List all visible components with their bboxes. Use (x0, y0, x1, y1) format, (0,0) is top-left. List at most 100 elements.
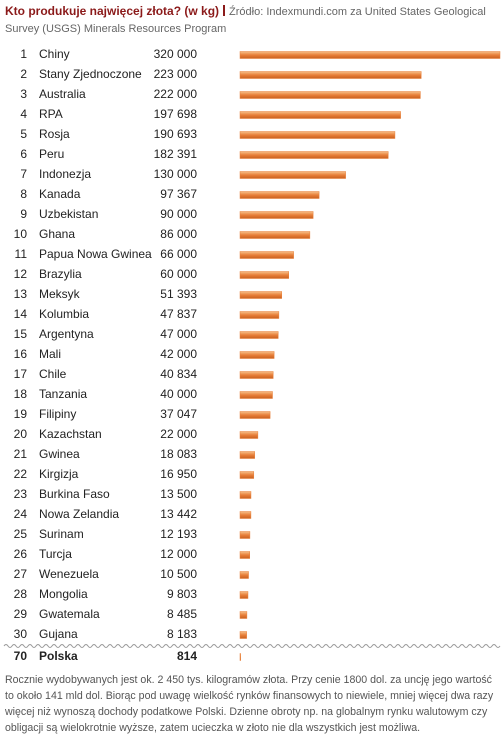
country: Kolumbia (39, 307, 89, 321)
country: Nowa Zelandia (39, 507, 119, 521)
value-label: 222 000 (154, 87, 198, 101)
value-label: 12 000 (160, 547, 197, 561)
bar (239, 231, 311, 239)
rank: 10 (14, 227, 28, 241)
bar (239, 511, 252, 519)
country: Uzbekistan (39, 207, 98, 221)
value-label: 40 834 (160, 367, 197, 381)
country: Gwinea (39, 447, 80, 461)
header: Kto produkuje najwięcej złota? (w kg) Źró… (5, 3, 499, 38)
country: Indonezja (39, 167, 91, 181)
value-label: 8 485 (167, 607, 197, 621)
bar (239, 131, 396, 139)
value-label: 182 391 (154, 147, 198, 161)
bar (239, 391, 273, 399)
bar (239, 251, 294, 259)
rank: 20 (14, 427, 28, 441)
bar (239, 171, 346, 179)
country: Kazachstan (39, 427, 102, 441)
country: Burkina Faso (39, 487, 110, 501)
rank: 30 (14, 627, 28, 641)
value-label: 18 083 (160, 447, 197, 461)
rank: 6 (20, 147, 27, 161)
rank: 8 (20, 187, 27, 201)
country: Australia (39, 87, 86, 101)
value-label: 47 000 (160, 327, 197, 341)
rank: 12 (14, 267, 28, 281)
rank: 2 (20, 67, 27, 81)
rank: 9 (20, 207, 27, 221)
country: Wenezuela (39, 567, 99, 581)
bar (239, 451, 255, 459)
value-label: 40 000 (160, 387, 197, 401)
value-label: 130 000 (154, 167, 198, 181)
country: Brazylia (39, 267, 82, 281)
bar (239, 653, 241, 661)
value-label: 320 000 (154, 47, 198, 61)
value-label: 47 837 (160, 307, 197, 321)
rank: 28 (14, 587, 28, 601)
rank: 25 (14, 527, 28, 541)
bar (239, 91, 421, 99)
rank: 23 (14, 487, 28, 501)
value-label: 10 500 (160, 567, 197, 581)
footnote: Rocznie wydobywanych jest ok. 2 450 tys.… (5, 674, 494, 734)
value-label: 51 393 (160, 287, 197, 301)
source: Źródło: Indexmundi.com za United States … (5, 6, 486, 35)
bar (239, 431, 259, 439)
value-label: 60 000 (160, 267, 197, 281)
bar (239, 531, 251, 539)
bar (239, 111, 401, 119)
bar (239, 371, 274, 379)
value-label: 223 000 (154, 67, 198, 81)
bar (239, 291, 283, 299)
country: Stany Zjednoczone (39, 67, 142, 81)
country: Polska (39, 649, 78, 663)
value-label: 90 000 (160, 207, 197, 221)
value-label: 37 047 (160, 407, 197, 421)
rank: 14 (14, 307, 28, 321)
country: Mali (39, 347, 61, 361)
rank: 27 (14, 567, 28, 581)
rank: 1 (20, 47, 27, 61)
bar (239, 51, 501, 59)
value-label: 97 367 (160, 187, 197, 201)
bar (239, 211, 314, 219)
country: Ghana (39, 227, 75, 241)
country: Papua Nowa Gwinea (39, 247, 152, 261)
rank: 5 (20, 127, 27, 141)
value-label: 190 693 (154, 127, 198, 141)
value-label: 86 000 (160, 227, 197, 241)
bar (239, 151, 389, 159)
rank: 21 (14, 447, 28, 461)
country: Gujana (39, 627, 78, 641)
country: Rosja (39, 127, 70, 141)
value-label: 16 950 (160, 467, 197, 481)
separator (223, 5, 226, 16)
country: Kirgizja (39, 467, 79, 481)
bar (239, 631, 247, 639)
value-label: 8 183 (167, 627, 197, 641)
rank: 22 (14, 467, 28, 481)
rank: 26 (14, 547, 28, 561)
country: Argentyna (39, 327, 94, 341)
country: Mongolia (39, 587, 88, 601)
bar (239, 591, 249, 599)
value-label: 12 193 (160, 527, 197, 541)
rank: 19 (14, 407, 28, 421)
bar (239, 611, 248, 619)
bar (239, 271, 289, 279)
country: Turcja (39, 547, 72, 561)
country: Peru (39, 147, 64, 161)
bar (239, 331, 279, 339)
rank: 7 (20, 167, 27, 181)
rank: 18 (14, 387, 28, 401)
value-label: 66 000 (160, 247, 197, 261)
country: Filipiny (39, 407, 76, 421)
rank: 24 (14, 507, 28, 521)
rank: 17 (14, 367, 28, 381)
value-label: 13 442 (160, 507, 197, 521)
rank: 70 (14, 649, 28, 663)
country: Gwatemala (39, 607, 100, 621)
bar (239, 71, 422, 79)
